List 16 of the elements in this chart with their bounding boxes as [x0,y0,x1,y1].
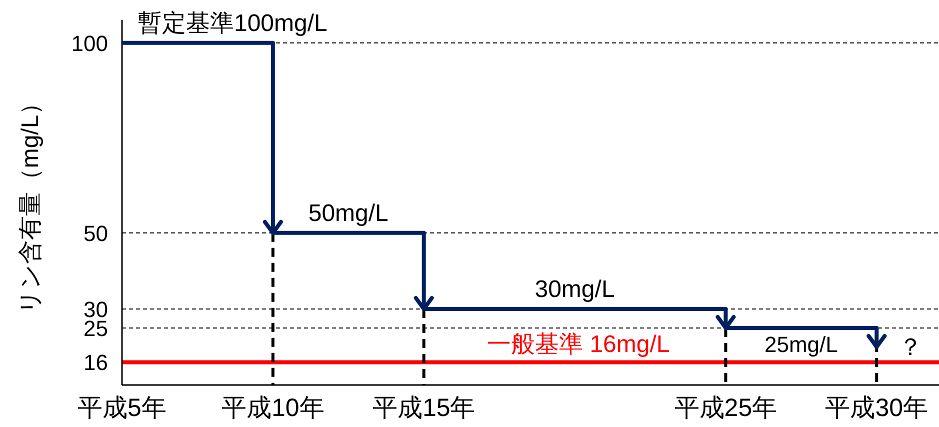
x-tick-label: 平成10年 [222,394,324,422]
data-label: 暫定基準100mg/L [138,10,328,37]
x-tick-label: 平成30年 [825,394,928,422]
y-tick-label: 50 [84,220,108,246]
y-axis-title: リン含有量（mg/L） [16,90,44,314]
y-tick-label: 100 [71,30,108,56]
x-tick-label: 平成5年 [78,394,166,422]
x-tick-label: 平成15年 [372,394,476,422]
data-label: 30mg/L [534,276,615,303]
x-tick-label: 平成25年 [674,394,778,422]
y-tick-label: 30 [84,296,108,322]
data-label: 50mg/L [308,200,388,227]
data-label: 25mg/L [764,332,838,357]
ref-line-label: 一般基準 16mg/L [487,331,670,358]
y-tick-label: 16 [84,350,108,375]
annotation: ？ [898,333,923,360]
